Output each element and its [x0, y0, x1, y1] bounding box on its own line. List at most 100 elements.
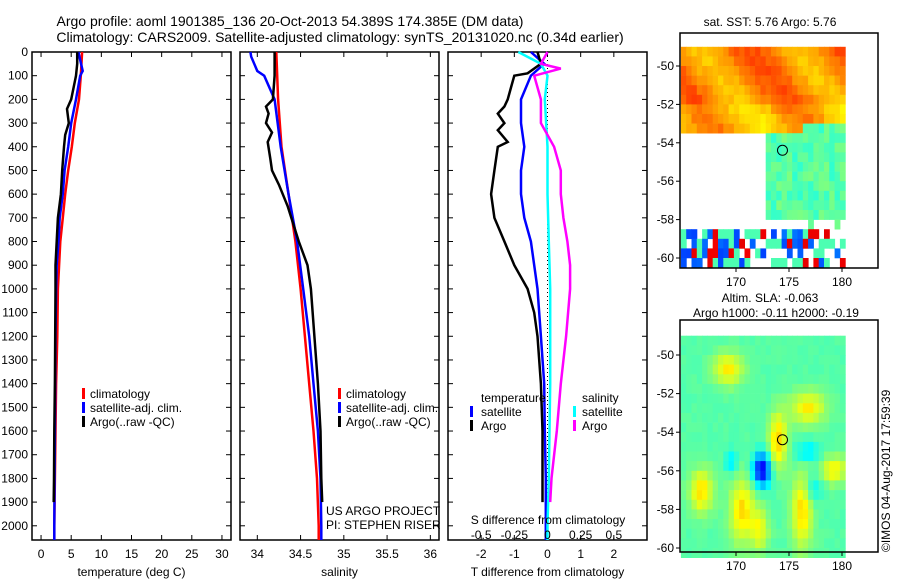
x-tick-label: 36: [424, 547, 438, 561]
heatmap-cell: [781, 412, 788, 423]
heatmap-cell: [696, 248, 703, 259]
heatmap-cell: [808, 499, 814, 510]
heatmap-cell: [718, 238, 724, 249]
heatmap-cell: [691, 538, 698, 549]
heatmap-cell: [696, 85, 703, 96]
heatmap-cell: [707, 374, 714, 385]
heatmap-cell: [718, 451, 724, 462]
heatmap-cell: [680, 403, 687, 414]
heatmap-cell: [813, 548, 820, 558]
heatmap-cell: [723, 258, 730, 268]
heatmap-cell: [696, 441, 703, 452]
heatmap-cell: [755, 470, 761, 481]
heatmap-cell: [739, 94, 745, 105]
heatmap-cell: [696, 258, 703, 268]
heatmap-cell: [728, 538, 735, 549]
heatmap-cell: [712, 238, 719, 249]
heatmap-cell: [712, 548, 719, 558]
heatmap-cell: [797, 46, 804, 57]
heatmap-cell: [771, 142, 777, 153]
heatmap-cell: [797, 94, 804, 105]
heatmap-cell: [771, 85, 777, 96]
heatmap-cell: [839, 114, 846, 124]
heatmap-cell: [813, 393, 820, 404]
heatmap-cell: [818, 345, 825, 356]
heatmap-cell: [723, 461, 730, 472]
heatmap-cell: [765, 210, 772, 220]
heatmap-cell: [696, 403, 703, 414]
heatmap-cell: [749, 383, 756, 394]
heatmap-cell: [834, 383, 841, 394]
heatmap-cell: [776, 383, 783, 394]
heatmap-cell: [786, 66, 793, 76]
heatmap-cell: [680, 56, 687, 67]
heatmap-cell: [733, 383, 740, 394]
heatmap-cell: [781, 451, 788, 462]
heatmap-cell: [702, 364, 708, 375]
heatmap-cell: [739, 258, 745, 268]
heatmap-cell: [749, 499, 756, 510]
heatmap-cell: [765, 181, 772, 192]
heatmap-cell: [680, 335, 687, 346]
heatmap-cell: [829, 56, 836, 67]
heatmap-cell: [691, 75, 698, 86]
heatmap-cell: [691, 355, 698, 365]
heatmap-cell: [691, 461, 698, 472]
heatmap-cell: [813, 190, 820, 201]
heatmap-cell: [728, 548, 735, 558]
heatmap-cell: [834, 345, 841, 356]
heatmap-cell: [818, 509, 825, 520]
heatmap-cell: [712, 403, 719, 414]
heatmap-cell: [776, 432, 783, 443]
heatmap-cell: [723, 470, 730, 481]
heatmap-cell: [786, 94, 793, 105]
heatmap-cell: [765, 200, 772, 211]
heatmap-cell: [802, 345, 809, 356]
heatmap-cell: [696, 422, 703, 433]
heatmap-cell: [691, 548, 698, 558]
heatmap-cell: [802, 152, 809, 163]
heatmap-cell: [792, 258, 798, 268]
heatmap-cell: [824, 499, 830, 510]
heatmap-cell: [728, 56, 735, 67]
heatmap-cell: [776, 171, 783, 182]
heatmap-cell: [797, 258, 804, 268]
s-tick-label: 0.5: [605, 528, 622, 542]
series-line-satellite-adj-clim-: [249, 51, 323, 540]
heatmap-cell: [718, 345, 724, 356]
heatmap-cell: [712, 528, 719, 539]
heatmap-cell: [702, 461, 708, 472]
heatmap-cell: [749, 470, 756, 481]
heatmap-cell: [755, 335, 761, 346]
heatmap-cell: [808, 451, 814, 462]
heatmap-cell: [723, 451, 730, 462]
heatmap-cell: [808, 171, 814, 182]
heatmap-cell: [834, 490, 841, 501]
heatmap-cell: [765, 403, 772, 414]
heatmap-cell: [786, 104, 793, 115]
heatmap-cell: [718, 383, 724, 394]
legend-label: Argo(..raw -QC): [346, 415, 431, 429]
y-tick-label: 600: [8, 187, 28, 201]
heatmap-cell: [749, 355, 756, 365]
heatmap-cell: [824, 509, 830, 520]
heatmap-cell: [686, 104, 692, 115]
heatmap-cell: [829, 548, 836, 558]
heatmap-cell: [802, 123, 809, 134]
heatmap-cell: [771, 499, 777, 510]
heatmap-cell: [808, 219, 814, 230]
heatmap-cell: [839, 528, 846, 539]
heatmap-cell: [728, 46, 735, 57]
heatmap-cell: [723, 75, 730, 86]
heatmap-cell: [733, 499, 740, 510]
heatmap-cell: [792, 75, 798, 86]
heatmap-cell: [781, 152, 788, 163]
heatmap-cell: [781, 75, 788, 86]
heatmap-cell: [829, 412, 836, 423]
heatmap-cell: [723, 364, 730, 375]
heatmap-cell: [680, 85, 687, 96]
heatmap-cell: [760, 46, 767, 57]
heatmap-cell: [712, 123, 719, 134]
heatmap-cell: [802, 104, 809, 115]
heatmap-cell: [781, 393, 788, 404]
